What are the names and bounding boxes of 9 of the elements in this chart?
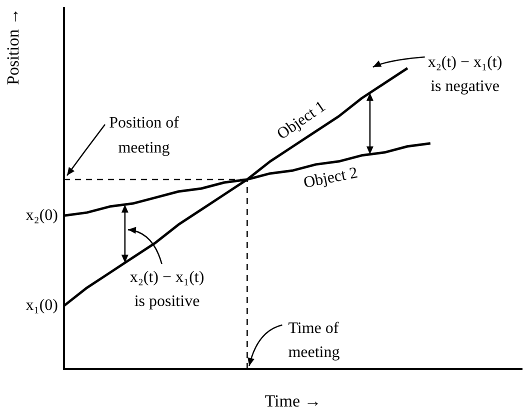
legend-label: Object 2 [302,164,360,192]
x-axis-title: Time → [264,391,322,410]
text: x₂(0) [26,206,58,224]
text: Time of meeting [288,320,340,361]
text: x₁(0) [26,297,58,314]
annotation: x₂(t) − x₁(t) is negative [428,54,502,96]
annotation: x₂(t) − x₁(t) is positive [130,269,204,310]
ref-line-label: Position of meeting [109,114,180,156]
y-axis-title: Position → [4,8,23,85]
